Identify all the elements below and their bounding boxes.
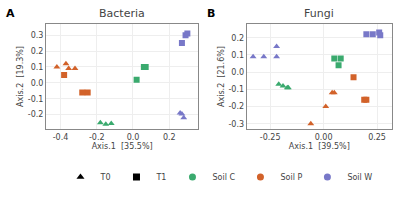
svg-text:-0.25: -0.25 (260, 133, 281, 142)
svg-text:Soil C: Soil C (212, 173, 235, 182)
svg-text:-0.3: -0.3 (228, 120, 244, 129)
svg-text:Axis.2 [21.6%]: Axis.2 [21.6%] (217, 46, 226, 107)
svg-text:B: B (207, 7, 215, 20)
svg-text:0.25: 0.25 (368, 133, 386, 142)
svg-text:0.2: 0.2 (231, 34, 244, 43)
svg-text:0.00: 0.00 (315, 133, 333, 142)
svg-text:T1: T1 (155, 173, 166, 182)
svg-text:Bacteria: Bacteria (99, 7, 145, 20)
svg-text:-0.2: -0.2 (228, 102, 244, 111)
svg-text:Fungi: Fungi (304, 7, 334, 20)
svg-text:Soil W: Soil W (347, 173, 372, 182)
svg-text:0.1: 0.1 (231, 51, 244, 60)
svg-text:0.1: 0.1 (31, 63, 44, 72)
svg-text:0.0: 0.0 (31, 79, 44, 88)
svg-text:Axis.1 [35.5%]: Axis.1 [35.5%] (92, 142, 153, 151)
svg-text:0.0: 0.0 (127, 133, 140, 142)
svg-text:Soil P: Soil P (280, 173, 302, 182)
svg-text:0.2: 0.2 (31, 47, 44, 56)
svg-text:0.0: 0.0 (231, 68, 244, 77)
svg-text:-0.2: -0.2 (28, 110, 44, 119)
svg-text:0.3: 0.3 (31, 31, 44, 40)
svg-text:-0.1: -0.1 (228, 85, 244, 94)
svg-text:T0: T0 (100, 173, 111, 182)
svg-text:Axis.1 [39.5%]: Axis.1 [39.5%] (289, 142, 350, 151)
svg-text:0.2: 0.2 (163, 133, 176, 142)
svg-text:-0.4: -0.4 (53, 133, 69, 142)
svg-text:A: A (6, 7, 15, 20)
svg-text:-0.2: -0.2 (89, 133, 105, 142)
svg-text:Axis.2 [19.3%]: Axis.2 [19.3%] (16, 46, 25, 107)
svg-text:-0.1: -0.1 (28, 95, 44, 104)
